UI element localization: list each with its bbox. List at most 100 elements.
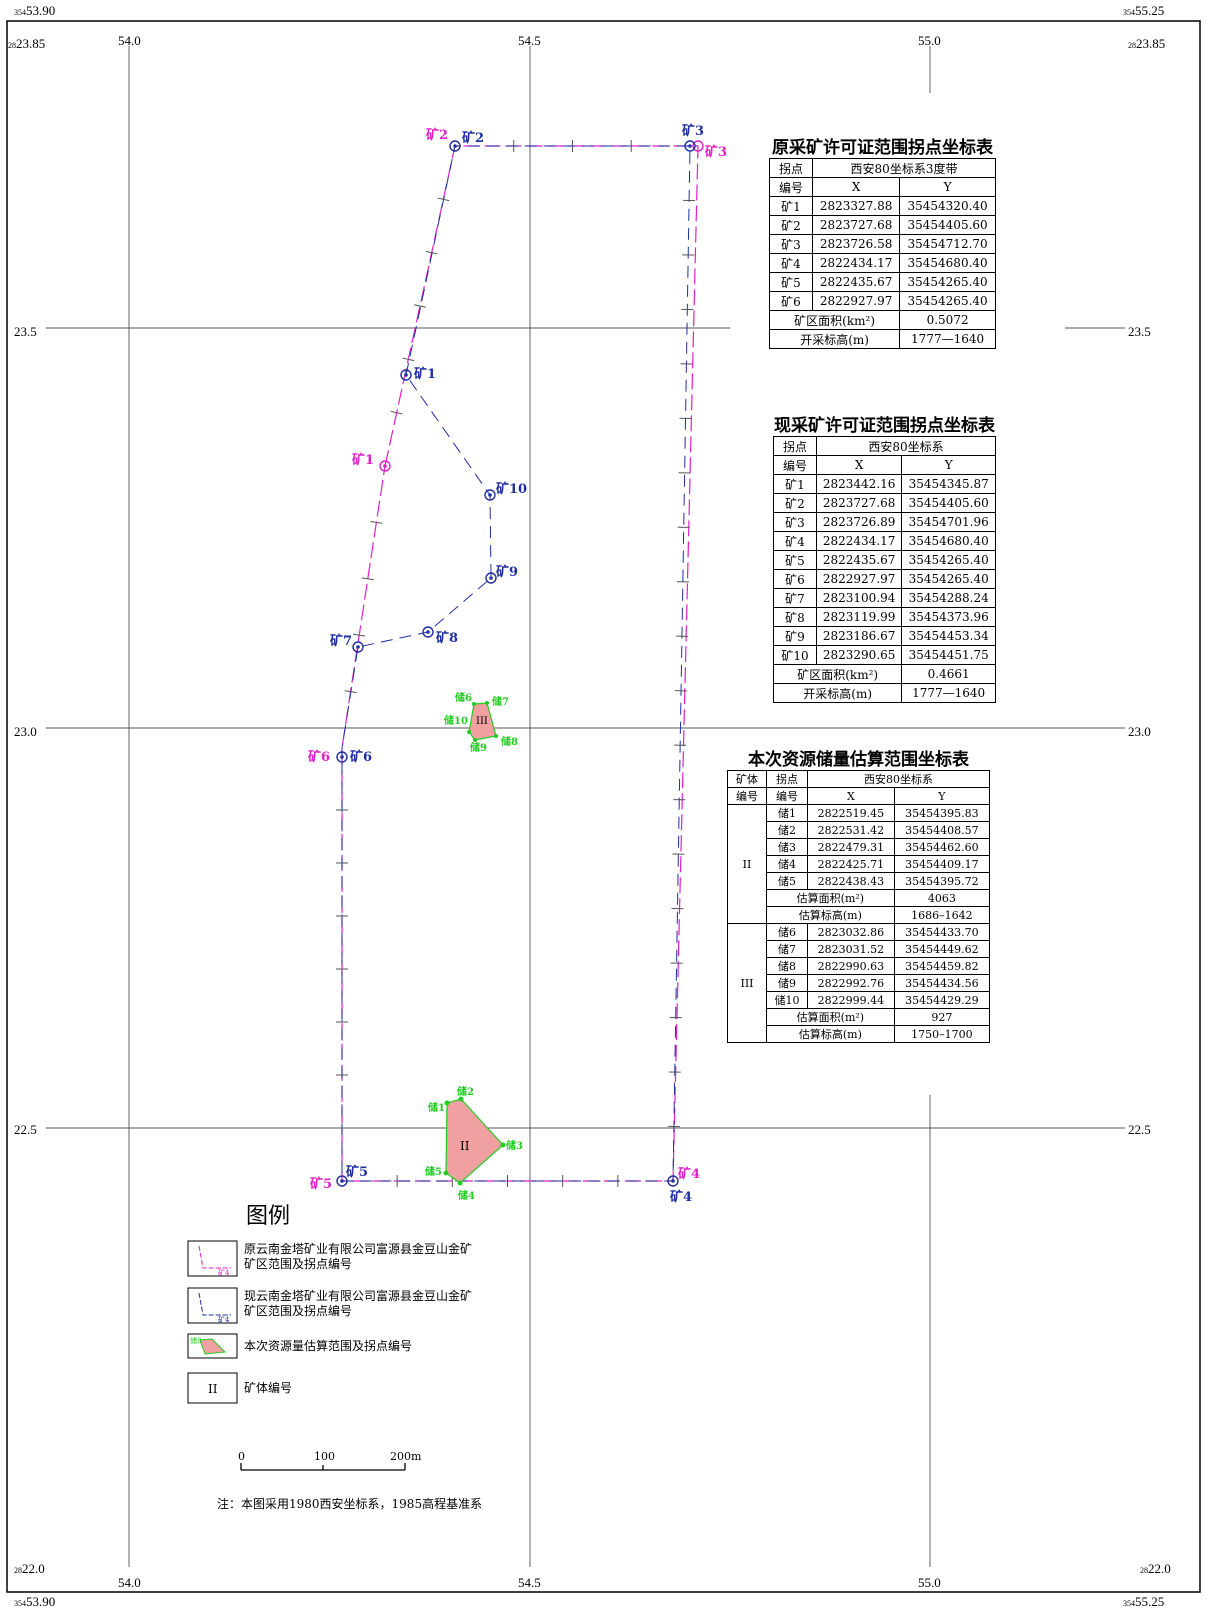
cur-vertex-7 [352,641,364,653]
table2-x-value: 2823442.16 [815,474,903,494]
table3-point-id: 储1 [766,804,808,822]
cur-label-8: 矿8 [436,630,458,646]
res-vertex-1 [444,1100,450,1106]
res-vertex-5 [443,1170,449,1176]
res-vertex-7 [485,701,489,705]
orig-vertex-3 [692,140,704,152]
legend-box-1 [187,1240,238,1277]
resource-area-iii [468,702,497,741]
cur-vertex-1-dot [404,373,408,377]
table1-title: 原采矿许可证范围拐点坐标表 [772,138,993,158]
table1-point-id: 矿6 [769,291,813,311]
table-row: 矿3 2823726.89 35454701.96 [773,512,996,532]
table3-point-id: 储5 [766,872,808,890]
grid-label-y-left-2: 23.0 [14,724,37,739]
body-label-ii: II [460,1139,470,1153]
table2-x-value: 2822434.17 [815,531,903,551]
table1-h-y: Y [899,177,996,197]
table2-y-value: 35454288.24 [901,588,996,608]
table2-y-value: 35454680.40 [901,531,996,551]
cur-vertex-9-dot [489,576,493,580]
table3-y-value: 35454395.83 [893,804,991,822]
legend-sym-3: 储8 [190,1336,201,1345]
grid-lines [46,46,1125,1567]
table3-x-value: 2823032.86 [807,923,895,941]
table3-elev-label: 估算标高(m) [766,906,895,924]
table1-h-x: X [811,177,901,197]
legend-sym-1: 矿4 [218,1268,230,1277]
table3-y-value: 35454433.70 [893,923,991,941]
boundary-tick [370,521,383,524]
table-row: III 储6 2823032.86 35454433.70 [727,923,991,1043]
grid-label-y-right-2: 23.0 [1128,724,1151,739]
table3-h-no: 编号 [766,787,808,805]
point-labels: 矿1 矿2 矿3 矿4 矿5 矿6 矿1 矿2 矿3 矿4 矿5 矿6 矿7 矿… [308,123,727,1205]
res-label-6: 储6 [454,691,472,704]
boundary-tick [361,577,374,581]
svg-text:35453.90: 35453.90 [14,1594,55,1609]
grid-label-x-bottom-2: 54.5 [518,1575,541,1590]
table2-point-id: 矿1 [773,474,817,494]
table1-x-value: 2823726.58 [811,234,901,254]
legend-resource-swatch [199,1338,227,1355]
table-row: 储10 2822999.44 35454429.29 [728,991,991,1009]
table3-area-value: 4063 [893,889,991,907]
scale-label-0: 0 [238,1450,245,1463]
table3-y-value: 35454395.72 [893,872,991,890]
cur-vertex-10 [484,489,496,501]
table2-x-value: 2823726.89 [815,512,903,532]
res-label-9: 储9 [469,741,487,754]
table3-elev-label: 估算标高(m) [766,1025,895,1043]
table-row: 矿4 2822434.17 35454680.40 [773,531,996,551]
cur-vertex-5 [336,1175,348,1187]
legend-item-resource: 本次资源量估算范围及拐点编号 [244,1339,413,1353]
table1-point-id: 矿5 [769,272,813,292]
table2-y-value: 35454453.34 [901,626,996,646]
cur-label-3: 矿3 [682,123,704,139]
corner-br-y: 22.0 [1148,1561,1171,1576]
res-vertex-9 [473,738,477,742]
table2-point-id: 矿3 [773,512,817,532]
corner-bl-x: 53.90 [26,1594,55,1609]
boundary-tick [437,197,450,202]
legend-item-orebody: 矿体编号 [244,1381,293,1395]
table2-point-id: 矿5 [773,550,817,570]
table3-elev-value: 1750–1700 [893,1025,991,1043]
svg-text:2823.85: 2823.85 [8,36,45,51]
boundary-tick [414,304,426,308]
res-label-1: 储1 [427,1101,445,1114]
grid-label-y-right-1: 23.5 [1128,324,1151,339]
corner-labels: 35453.90 2823.85 35455.25 2823.85 2822.0… [8,3,1171,1609]
orig-label-5: 矿5 [310,1176,332,1192]
table-current-licence: 现采矿许可证范围拐点坐标表 拐点 西安80坐标系 编号 X Y 矿1 2823442.1… [772,411,996,703]
table2-point-id: 矿10 [773,645,817,665]
legend-item-current-line2: 矿区范围及拐点编号 [244,1304,353,1318]
table1-point-id: 矿3 [769,234,813,254]
table3-h-x: X [807,787,895,805]
table3-h-y: Y [893,787,991,805]
table-row: 储3 2822479.31 35454462.60 [728,838,991,856]
table3-h-sys: 西安80坐标系 [807,770,990,788]
cur-vertex-8-dot [426,630,430,634]
table2-h-point: 拐点 [773,436,817,456]
table-original-licence: 原采矿许可证范围拐点坐标表 拐点 西安80坐标系3度带 编号 X Y 矿1 282332… [768,133,996,349]
table2-y-value: 35454405.60 [901,493,996,513]
grid-label-x-top-1: 54.0 [118,33,141,48]
table-row: 矿10 2823290.65 35454451.75 [773,645,996,665]
legend-box-4 [187,1372,238,1404]
legend-item-original-line1: 原云南金塔矿业有限公司富源县金豆山金矿 [244,1242,473,1256]
corner-tl-y: 23.85 [16,36,45,51]
table-row: 储7 2823031.52 35454449.62 [728,940,991,958]
boundary-tick [425,250,438,255]
table3-area-label: 估算面积(m²) [766,1008,895,1026]
table3-y-value: 35454409.17 [893,855,991,873]
table3-area-value: 927 [893,1008,991,1026]
cur-vertex-3 [684,140,696,152]
orig-label-3: 矿3 [705,144,727,160]
scale-bar [240,1463,406,1471]
grid-label-x-bottom-1: 54.0 [118,1575,141,1590]
res-vertex-3 [500,1142,506,1148]
scale-label-200: 200m [390,1450,422,1463]
cur-label-5: 矿5 [346,1164,368,1180]
